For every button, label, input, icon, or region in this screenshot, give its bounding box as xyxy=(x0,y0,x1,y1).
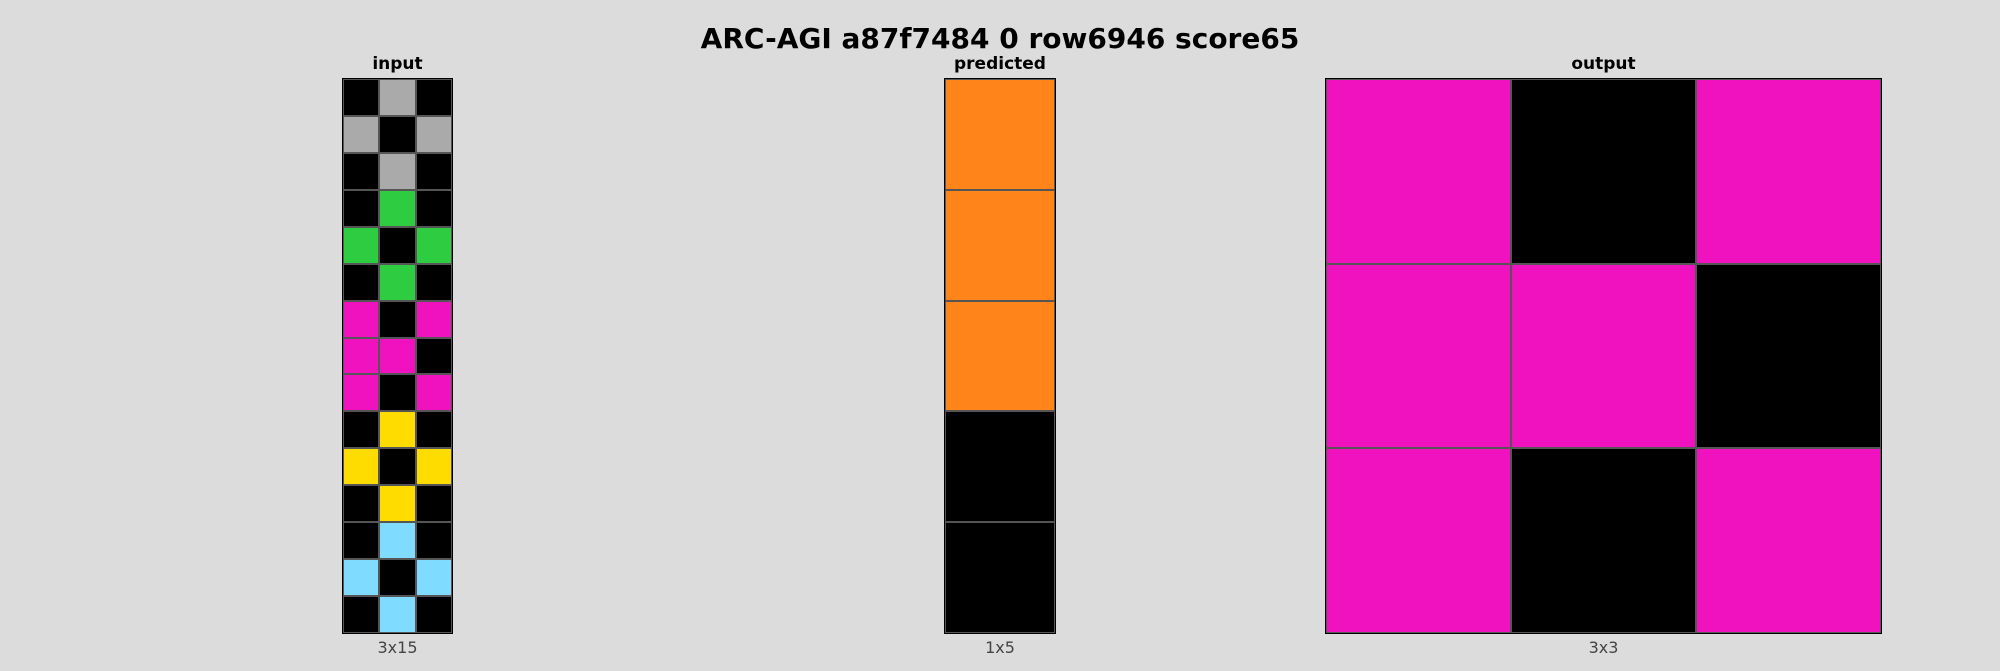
grid-cell xyxy=(1326,79,1511,264)
grid-cell xyxy=(1696,79,1881,264)
grid-cell xyxy=(415,337,452,375)
grid-cell xyxy=(379,79,416,116)
grid-cell xyxy=(945,79,1055,190)
input-dims-label: 3x15 xyxy=(377,638,418,657)
grid-cell xyxy=(379,189,416,227)
grid-cell xyxy=(415,448,452,486)
grid-cell xyxy=(1326,448,1511,633)
grid-cell xyxy=(343,485,380,523)
grid-cell xyxy=(379,448,416,486)
grid-cell xyxy=(343,226,380,264)
grid-cell xyxy=(1326,263,1511,449)
grid-cell xyxy=(415,374,452,412)
grid-cell xyxy=(379,559,416,597)
grid-cell xyxy=(343,152,380,190)
grid-cell xyxy=(343,448,380,486)
grid-cell xyxy=(945,522,1055,633)
grid-cell xyxy=(415,522,452,560)
grid-cell xyxy=(1511,448,1696,633)
grid-cell xyxy=(343,337,380,375)
grid-cell xyxy=(343,263,380,301)
grid-cell xyxy=(415,485,452,523)
predicted-dims-label: 1x5 xyxy=(985,638,1015,657)
grid-cell xyxy=(379,226,416,264)
grid-cell xyxy=(415,226,452,264)
output-panel-title: output xyxy=(1571,54,1636,74)
grid-cell xyxy=(379,263,416,301)
grid-cell xyxy=(379,337,416,375)
grid-cell xyxy=(379,152,416,190)
grid-cell xyxy=(343,300,380,338)
grid-cell xyxy=(343,559,380,597)
predicted-panel-title: predicted xyxy=(954,54,1046,74)
input-panel-title: input xyxy=(372,54,423,74)
figure-title: ARC-AGI a87f7484 0 row6946 score65 xyxy=(700,22,1300,55)
grid-cell xyxy=(379,411,416,449)
grid-cell xyxy=(343,411,380,449)
grid-cell xyxy=(379,522,416,560)
grid-cell xyxy=(379,374,416,412)
grid-cell xyxy=(945,300,1055,412)
grid-cell xyxy=(415,411,452,449)
grid-cell xyxy=(379,115,416,153)
predicted-grid xyxy=(944,78,1056,634)
grid-cell xyxy=(343,79,380,116)
grid-cell xyxy=(379,300,416,338)
grid-cell xyxy=(1696,263,1881,449)
grid-cell xyxy=(379,596,416,633)
grid-cell xyxy=(343,596,380,633)
grid-cell xyxy=(343,522,380,560)
grid-cell xyxy=(415,189,452,227)
grid-cell xyxy=(945,411,1055,523)
output-dims-label: 3x3 xyxy=(1588,638,1619,657)
grid-cell xyxy=(343,374,380,412)
grid-cell xyxy=(415,300,452,338)
input-grid xyxy=(342,78,453,634)
grid-cell xyxy=(415,115,452,153)
grid-cell xyxy=(415,596,452,633)
grid-cell xyxy=(945,189,1055,301)
grid-cell xyxy=(1696,448,1881,633)
grid-cell xyxy=(415,152,452,190)
grid-cell xyxy=(379,485,416,523)
grid-cell xyxy=(415,559,452,597)
grid-cell xyxy=(343,189,380,227)
output-grid xyxy=(1325,78,1882,634)
grid-cell xyxy=(1511,263,1696,449)
grid-cell xyxy=(343,115,380,153)
grid-cell xyxy=(1511,79,1696,264)
grid-cell xyxy=(415,79,452,116)
grid-cell xyxy=(415,263,452,301)
